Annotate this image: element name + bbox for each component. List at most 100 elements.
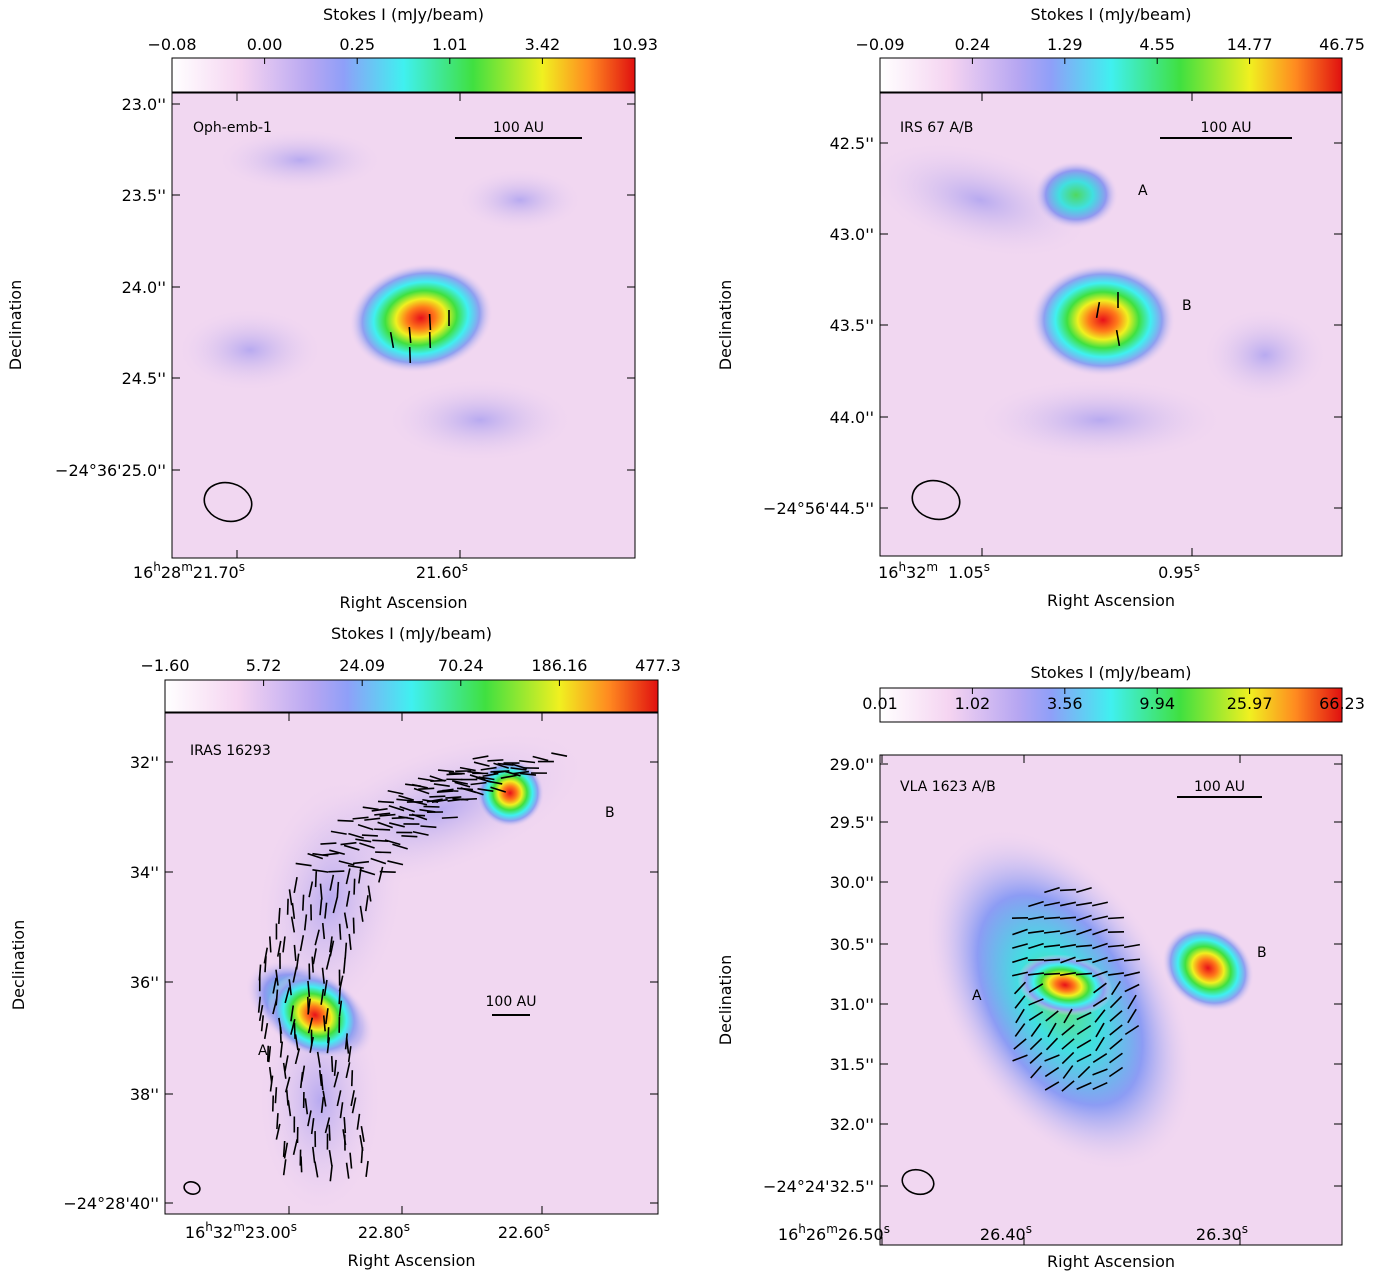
y-tick-label: 29.0''	[830, 755, 874, 774]
y-tick-label: 29.5''	[830, 813, 874, 832]
polarization-vector	[332, 1056, 333, 1072]
x-axis-label: Right Ascension	[1047, 1252, 1175, 1271]
source-label: A	[258, 1043, 268, 1059]
emission	[220, 130, 380, 190]
polarization-vector	[430, 780, 446, 781]
polarization-vector	[401, 836, 417, 837]
polarization-vector	[312, 957, 313, 973]
panel-name: Oph-emb-1	[193, 120, 272, 136]
x-axis-label: Right Ascension	[348, 1251, 476, 1270]
image	[165, 702, 658, 1214]
emission	[980, 380, 1220, 460]
colorbar-tick-label: 1.01	[432, 35, 468, 54]
colorbar	[880, 58, 1342, 92]
polarization-vector	[303, 895, 304, 911]
colorbar-label: Stokes I (mJy/beam)	[323, 5, 484, 24]
y-tick-label: −24°56'44.5''	[763, 499, 874, 518]
colorbar-label: Stokes I (mJy/beam)	[331, 624, 492, 643]
colorbar-tick-label: 10.93	[612, 35, 658, 54]
y-tick-label: 43.5''	[830, 316, 874, 335]
x-tick-part: h	[205, 1220, 213, 1234]
polarization-vector	[361, 1147, 362, 1163]
x-tick-part: h	[898, 560, 906, 574]
polarization-vector	[352, 1070, 353, 1086]
polarization-vector	[329, 1125, 330, 1141]
polarization-vector	[294, 1023, 295, 1039]
y-tick-label: 32''	[130, 753, 159, 772]
polarization-vector	[1108, 917, 1124, 918]
polarization-vector	[353, 918, 354, 934]
source-label: A	[972, 988, 982, 1004]
polarization-vector	[339, 988, 340, 1004]
polarization-vector	[275, 1087, 276, 1103]
y-tick-label: 30.5''	[830, 935, 874, 954]
polarization-vector	[418, 788, 434, 789]
polarization-vector	[362, 835, 378, 836]
colorbar-tick-label: 70.24	[438, 656, 484, 675]
colorbar-tick-label: 0.25	[339, 35, 375, 54]
colorbar	[172, 58, 635, 92]
source-label: B	[1182, 298, 1192, 314]
colorbar-tick-label: 3.56	[1047, 694, 1083, 713]
colorbar-tick-label: −0.09	[855, 35, 904, 54]
colorbar-tick-label: 46.75	[1319, 35, 1365, 54]
polarization-vector	[410, 347, 411, 363]
x-tick-part: m	[926, 560, 938, 574]
source-label: A	[1138, 183, 1148, 199]
panel-name: IRAS 16293	[190, 743, 271, 759]
y-axis-label: Declination	[9, 920, 28, 1010]
source-label: B	[605, 805, 615, 821]
x-tick-label: 16h28m21.70s	[133, 560, 245, 582]
x-tick-part: 22.80	[358, 1223, 404, 1242]
x-axis-label: Right Ascension	[1047, 591, 1175, 610]
x-tick-part: s	[1026, 1222, 1032, 1236]
x-tick-part: 26.50	[838, 1225, 884, 1244]
y-tick-label: 23.5''	[122, 186, 166, 205]
x-axis-label: Right Ascension	[340, 593, 468, 612]
y-tick-label: 32.0''	[830, 1115, 874, 1134]
polarization-vector	[430, 314, 431, 330]
colorbar-tick-label: −0.08	[147, 35, 196, 54]
y-tick-label: −24°24'32.5''	[763, 1177, 874, 1196]
polarization-vector	[345, 943, 346, 959]
panel-name: VLA 1623 A/B	[900, 779, 996, 795]
polarization-vector	[437, 791, 453, 792]
colorbar-tick-label: 14.77	[1227, 35, 1273, 54]
colorbar-tick-label: −1.60	[140, 656, 189, 675]
emission	[1205, 310, 1325, 400]
colorbar-tick-label: 9.94	[1139, 694, 1175, 713]
x-tick-part: s	[984, 560, 990, 574]
x-tick-part: 32	[213, 1223, 233, 1242]
emission	[1034, 161, 1118, 229]
polarization-vector	[430, 332, 431, 348]
y-tick-label: 23.0''	[122, 95, 166, 114]
x-tick-part: 22.60	[498, 1223, 544, 1242]
polarization-vector	[487, 760, 503, 761]
x-tick-part: h	[153, 560, 161, 574]
colorbar-tick-label: 1.29	[1047, 35, 1083, 54]
polarization-vector	[1044, 974, 1060, 975]
y-tick-label: 43.0''	[830, 225, 874, 244]
polarization-vector	[328, 871, 344, 872]
polarization-vector	[442, 817, 458, 818]
x-tick-part: m	[181, 560, 193, 574]
colorbar-label: Stokes I (mJy/beam)	[1030, 663, 1191, 682]
x-tick-part: 16	[185, 1223, 205, 1242]
y-tick-label: 36''	[130, 973, 159, 992]
colorbar-tick-label: 24.09	[339, 656, 385, 675]
polarization-vector	[277, 1113, 278, 1129]
colorbar-tick-label: 4.55	[1139, 35, 1175, 54]
x-tick-part: 32	[906, 563, 926, 582]
y-tick-label: 31.0''	[830, 995, 874, 1014]
polarization-vector	[445, 797, 461, 798]
colorbar-tick-label: 477.3	[635, 656, 681, 675]
polarization-vector	[301, 1156, 302, 1172]
y-axis-label: Declination	[716, 280, 735, 370]
x-tick-part: s	[1194, 560, 1200, 574]
x-tick-part: 26	[806, 1225, 826, 1244]
x-tick-label: 22.80s	[358, 1220, 410, 1242]
x-tick-part: s	[544, 1220, 550, 1234]
